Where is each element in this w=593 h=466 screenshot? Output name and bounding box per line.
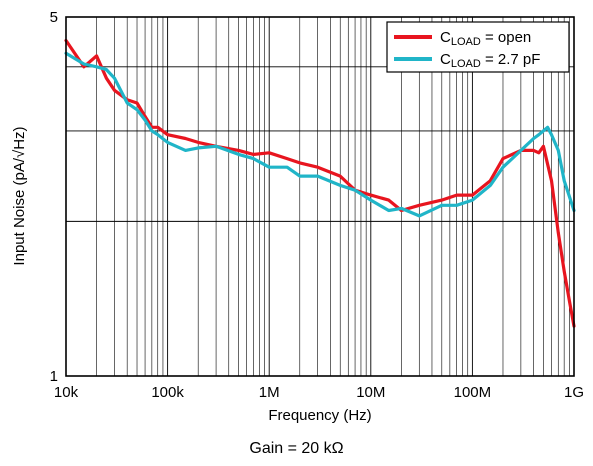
x-tick-label: 1G bbox=[564, 384, 584, 401]
series-line-1 bbox=[66, 53, 574, 216]
series-line-0 bbox=[66, 41, 574, 327]
chart-caption: Gain = 20 kΩ bbox=[0, 440, 593, 458]
x-tick-label: 10k bbox=[54, 384, 79, 401]
series-layer bbox=[66, 41, 574, 327]
x-tick-label: 100k bbox=[151, 384, 184, 401]
legend: CLOAD = open CLOAD = 2.7 pF bbox=[387, 22, 569, 72]
y-axis-label: Input Noise (pA/√Hz) bbox=[11, 126, 28, 265]
y-tick-label: 5 bbox=[50, 9, 58, 26]
x-tick-label: 1M bbox=[259, 384, 280, 401]
y-tick-label: 1 bbox=[50, 368, 58, 385]
x-axis-label: Frequency (Hz) bbox=[268, 407, 371, 424]
x-tick-label: 10M bbox=[356, 384, 385, 401]
x-tick-label: 100M bbox=[454, 384, 492, 401]
